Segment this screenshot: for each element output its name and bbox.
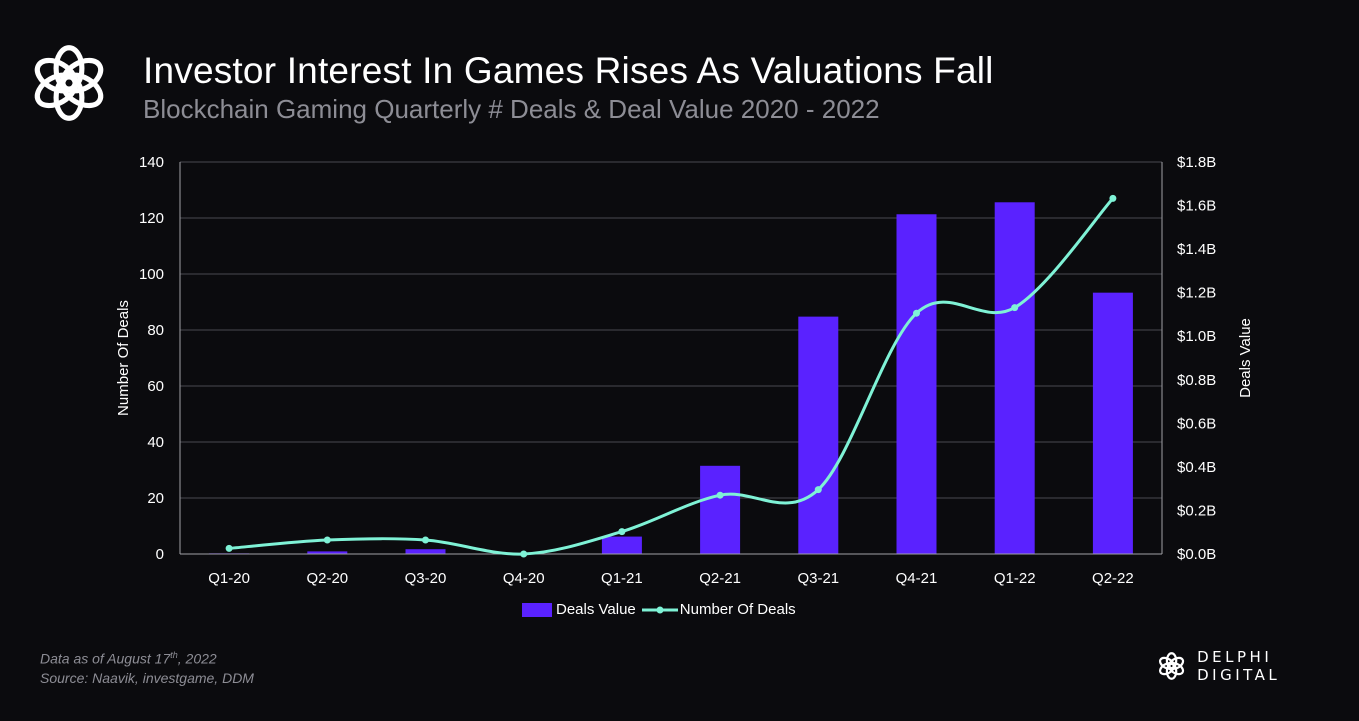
legend-item-number-of-deals[interactable]: Number Of Deals [641, 601, 796, 618]
legend-line-label: Number Of Deals [679, 601, 796, 618]
point-number-of-deals [520, 550, 528, 558]
y-tick-label: 140 [139, 154, 164, 171]
y-right-tick-label: $0.0B [1177, 546, 1216, 563]
brand-name: DELPHI DIGITAL [1197, 648, 1281, 684]
legend-bar-swatch [522, 602, 552, 617]
x-tick-label: Q3-21 [797, 570, 839, 587]
y-tick-label: 40 [147, 434, 164, 451]
y-right-tick-label: $0.4B [1177, 459, 1216, 476]
bar-deals-value [307, 551, 348, 554]
delphi-brand-icon [1159, 652, 1185, 680]
brand: DELPHI DIGITAL [1156, 648, 1359, 684]
y-right-axis-title: Deals Value [1237, 318, 1254, 398]
y-tick-label: 120 [139, 210, 164, 227]
y-tick-label: 0 [156, 546, 164, 563]
x-tick-label: Q2-22 [1092, 570, 1134, 587]
x-tick-label: Q1-21 [601, 570, 643, 587]
point-number-of-deals [913, 309, 920, 317]
point-number-of-deals [814, 486, 822, 494]
source-note: Source: Naavik, investgame, DDM [40, 669, 254, 686]
bar-deals-value [994, 202, 1035, 555]
chart-legend: Deals Value Number Of Deals [522, 601, 802, 618]
chart-title: Investor Interest In Games Rises As Valu… [143, 50, 994, 91]
x-tick-label: Q1-22 [994, 570, 1036, 587]
x-tick-label: Q1-20 [208, 570, 250, 587]
footnote: Data as of August 17th, 2022 Source: Naa… [40, 646, 254, 688]
point-number-of-deals [618, 528, 626, 536]
point-number-of-deals [323, 536, 331, 544]
bar-deals-value [700, 465, 741, 554]
delphi-logo-icon [34, 45, 104, 121]
y-right-tick-label: $0.8B [1177, 372, 1216, 389]
y-tick-label: 20 [147, 490, 164, 507]
y-right-tick-label: $1.8B [1177, 154, 1216, 171]
y-tick-label: 60 [147, 378, 164, 395]
y-right-tick-label: $0.6B [1177, 415, 1216, 432]
y-axis-title: Number Of Deals [115, 300, 132, 416]
bar-deals-value [601, 536, 642, 554]
point-number-of-deals [1109, 194, 1117, 202]
x-tick-label: Q4-21 [896, 570, 938, 587]
point-number-of-deals [1011, 304, 1019, 312]
bar-deals-value [896, 214, 937, 554]
x-tick-label: Q2-20 [306, 570, 348, 587]
y-tick-label: 80 [147, 322, 164, 339]
y-right-tick-label: $1.4B [1177, 241, 1216, 258]
y-right-tick-label: $1.0B [1177, 328, 1216, 345]
chart-area: 0 20 40 60 80 100 120 140 $0.0B $0.2B $0.4B $0.6B $0… [115, 154, 1254, 587]
data-as-of-note: Data as of August 17th, 2022 [40, 650, 217, 667]
x-tick-label: Q2-21 [699, 570, 741, 587]
legend-item-deals-value[interactable]: Deals Value [522, 601, 636, 618]
x-tick-label: Q4-20 [503, 570, 545, 587]
bar-deals-value [798, 316, 839, 554]
point-number-of-deals [225, 544, 233, 552]
y-tick-label: 100 [139, 266, 164, 283]
point-number-of-deals [422, 536, 429, 544]
legend-bar-label: Deals Value [556, 601, 636, 618]
y-right-tick-label: $1.6B [1177, 198, 1216, 215]
line-number-of-deals [228, 197, 1115, 556]
bar-deals-value [405, 549, 446, 554]
bar-deals-value [1092, 292, 1133, 554]
chart-subtitle: Blockchain Gaming Quarterly # Deals & De… [143, 94, 880, 124]
legend-line-swatch [641, 606, 678, 613]
point-number-of-deals [716, 491, 724, 499]
y-right-tick-label: $0.2B [1177, 502, 1216, 519]
x-tick-label: Q3-20 [405, 570, 447, 587]
y-right-tick-label: $1.2B [1177, 285, 1216, 302]
